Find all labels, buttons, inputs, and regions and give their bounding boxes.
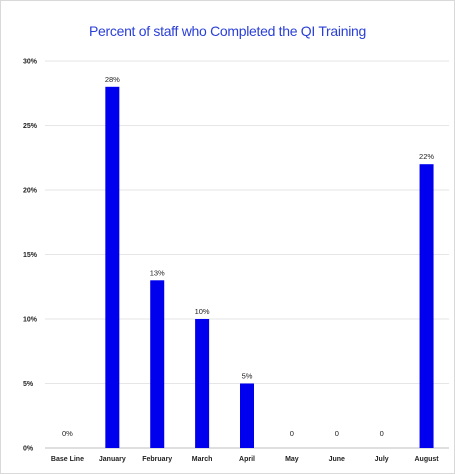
data-label: 5% (242, 372, 253, 381)
y-tick-label: 10% (23, 317, 38, 324)
x-tick-label: August (415, 456, 440, 463)
bar (195, 319, 210, 448)
data-label: 0% (62, 429, 73, 438)
x-tick-label: May (285, 456, 299, 463)
data-label: 0 (335, 429, 339, 438)
data-label: 0 (380, 429, 384, 438)
bar (240, 383, 254, 448)
chart-title: Percent of staff who Completed the QI Tr… (89, 23, 366, 39)
data-label: 28% (105, 75, 120, 84)
y-tick-label: 30% (23, 59, 38, 66)
data-label: 22% (419, 152, 434, 161)
bar (105, 86, 120, 449)
bar (419, 164, 434, 448)
data-label: 10% (195, 307, 210, 316)
x-tick-label: Base Line (51, 456, 84, 463)
x-tick-label: June (329, 456, 345, 463)
x-tick-label: February (142, 456, 172, 463)
y-tick-label: 0% (23, 446, 34, 453)
x-tick-label: January (99, 456, 126, 463)
y-tick-label: 15% (23, 252, 38, 259)
y-tick-label: 5% (23, 381, 34, 388)
data-label: 0 (290, 429, 294, 438)
data-label: 13% (150, 268, 165, 277)
y-tick-label: 20% (23, 188, 38, 195)
x-tick-label: March (192, 456, 213, 463)
x-tick-label: July (375, 456, 389, 463)
x-tick-label: April (239, 456, 255, 463)
y-tick-label: 25% (23, 123, 38, 130)
bar (150, 280, 165, 448)
